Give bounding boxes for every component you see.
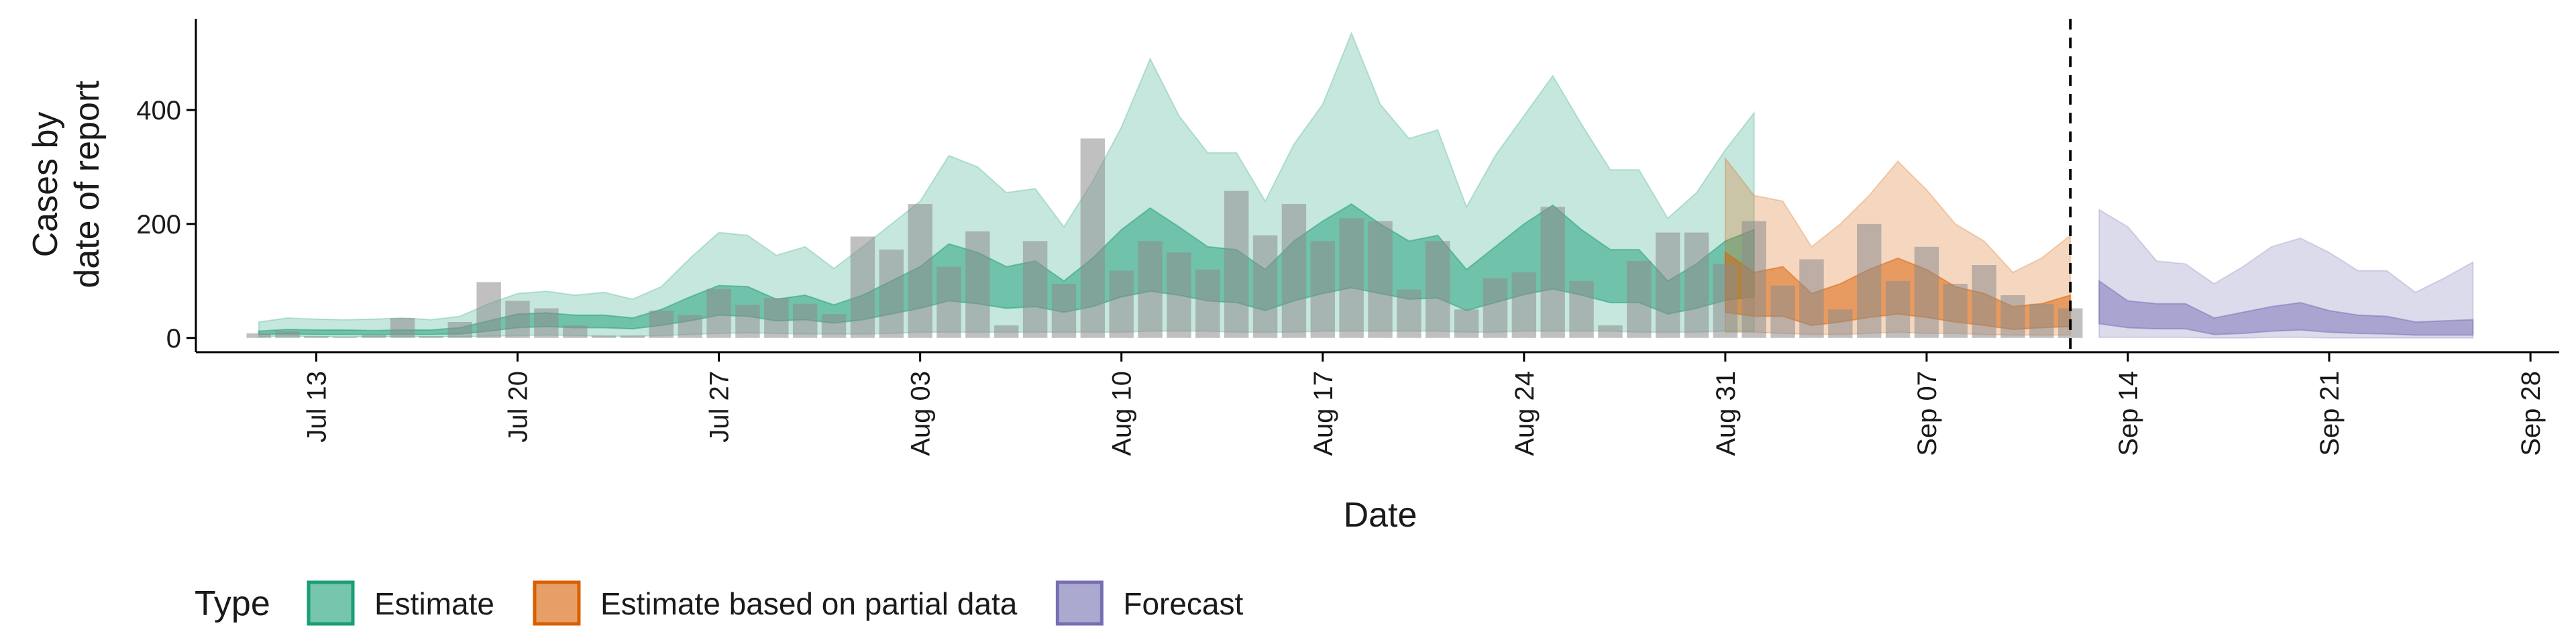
report-bar [505,301,530,338]
report-bar [1885,280,1911,338]
report-bar [678,315,702,338]
report-bar [1426,241,1450,338]
report-bar [1569,280,1594,338]
report-bar [994,325,1019,338]
report-bar [534,308,559,338]
legend-label-2: Estimate based on partial data [600,586,1018,621]
report-bar [1281,204,1307,338]
report-bar [2029,303,2054,338]
x-tick-label: Sep 28 [2516,371,2546,456]
report-bar [821,314,847,338]
report-bar [333,337,358,338]
report-bar [1598,325,1623,338]
report-bar [965,231,990,338]
report-bar [1109,270,1134,338]
report-bar [1310,241,1335,338]
report-bar [936,266,961,338]
report-bar [1080,138,1106,338]
x-tick-label: Jul 13 [302,371,331,443]
report-bar [1540,207,1565,338]
x-tick-label: Sep 21 [2315,371,2345,456]
series-3-inner-ribbon [2098,279,2474,336]
y-axis-title: Cases bydate of report [26,80,107,288]
report-bar [275,331,300,338]
report-bar [246,333,271,338]
report-bar [735,305,760,338]
x-tick-label: Jul 27 [705,371,735,443]
report-bar [1770,285,1795,338]
x-tick-label: Aug 10 [1108,371,1137,456]
report-bar [563,325,588,338]
report-bar [361,335,386,338]
x-tick-label: Jul 20 [504,371,533,443]
axes: 0 200 400 Jul 13 Jul 20 Jul 27 Aug 03 Aug 10 Aug… [26,19,2559,535]
legend-label-1: Estimate [374,586,494,621]
legend-key-2 [533,580,581,626]
legend-label-3: Forecast [1123,586,1243,621]
report-bar [1828,309,1853,338]
x-tick-label: Aug 03 [906,371,936,456]
report-bar [1397,289,1421,338]
x-tick-label: Sep 14 [2114,371,2143,456]
legend-key-3 [1055,580,1104,626]
report-bar [792,303,818,338]
report-bar [1051,284,1077,338]
y-axis-title-line: date of report [68,80,107,288]
report-bar [850,236,875,338]
legend: Type Estimate Estimate based on partial da… [195,580,1244,626]
report-bar [1713,264,1738,338]
report-bar [1252,235,1278,338]
report-bar [591,335,616,338]
legend-key-1 [307,580,355,626]
report-bar [1138,241,1163,338]
report-bar [1943,284,1968,338]
report-bar [764,298,789,338]
report-bar [1741,221,1766,338]
report-bar [1454,309,1479,338]
report-bar [1022,241,1048,338]
x-tick-label: Aug 24 [1510,371,1540,456]
report-bar [1914,246,1939,338]
report-bar [1368,221,1393,338]
report-bar [304,336,329,338]
report-bar [1483,278,1508,338]
x-tick-label: Aug 31 [1711,371,1741,456]
report-bar [390,318,415,338]
y-tick-label: 0 [166,324,181,354]
report-bar [620,335,645,338]
y-tick-label: 400 [136,96,181,125]
report-bar [1339,218,1364,338]
report-bar [1857,223,1882,338]
report-bar [1195,269,1220,338]
report-bar [908,204,932,338]
report-bar [1511,272,1537,338]
y-tick-label: 200 [136,210,181,239]
y-axis-title-line: Cases by [26,112,65,258]
x-axis-title: Date [1344,496,1417,535]
report-bar [2000,295,2025,338]
report-bar [1684,232,1709,338]
report-bar [1224,191,1249,338]
x-tick-label: Sep 07 [1913,371,1942,456]
report-bar [879,250,904,338]
x-tick-label: Aug 17 [1309,371,1338,456]
legend-title: Type [195,584,270,623]
plot-area [246,19,2474,352]
report-bar [419,336,444,338]
report-bar [1627,261,1652,338]
report-bar [1799,259,1824,338]
series-3-outer-ribbon [2098,208,2474,339]
report-bar [706,288,731,338]
report-bar [1167,252,1191,338]
report-bar [649,310,674,338]
report-bar [1972,265,1996,338]
report-bar [447,321,473,338]
report-bar [476,282,501,338]
report-bar [1655,232,1680,338]
